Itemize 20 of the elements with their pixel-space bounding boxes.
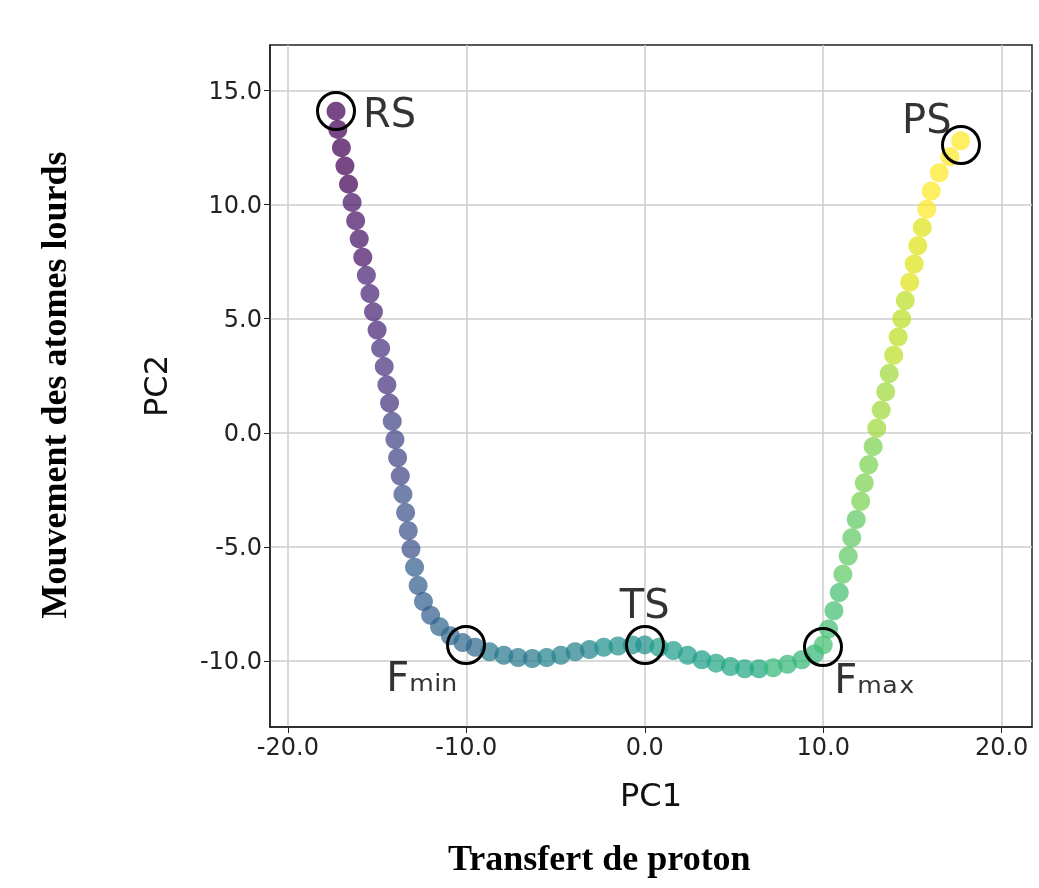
text: Mouvement des atomes lourds [34, 151, 74, 619]
y-tick-label: 10.0 [208, 190, 262, 219]
y-tick-label: 15.0 [208, 76, 262, 105]
y-axis-title: PC2 [137, 355, 175, 417]
annotation: PS [902, 96, 952, 143]
y-tick-label: -10.0 [199, 646, 262, 675]
y-tick-label: 0.0 [223, 418, 262, 447]
x-tick-label: 0.0 [625, 733, 664, 761]
x-tick-label: 10.0 [796, 733, 850, 761]
annotation: RS [363, 90, 417, 137]
y-tick-label: 5.0 [223, 304, 262, 333]
x-tick-label: 20.0 [974, 733, 1029, 761]
text: Transfert de proton [448, 838, 751, 878]
annotation: TS [618, 580, 670, 627]
y-tick-label: -5.0 [215, 532, 262, 561]
annotation: Fₘᵢₙ [386, 653, 458, 700]
x-tick-label: -20.0 [256, 733, 319, 761]
annotation: Fₘₐₓ [834, 656, 916, 703]
x-axis-title: PC1 [620, 776, 682, 814]
x-tick-label: -10.0 [435, 733, 498, 761]
